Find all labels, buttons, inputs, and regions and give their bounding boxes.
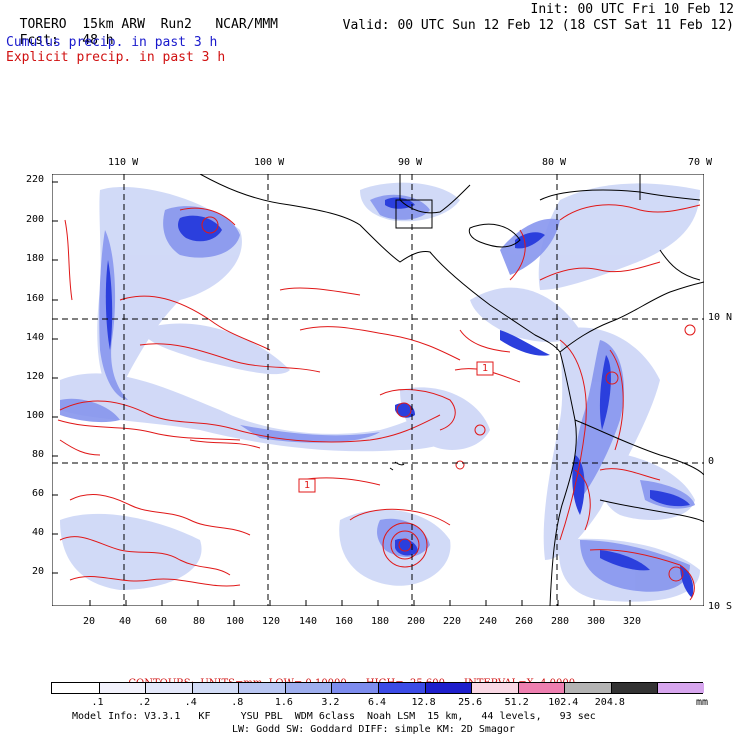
lat-label-10n: 10 N [708,312,733,323]
y-label-60: 60 [32,488,45,499]
forecast-hour: Fcst: 48 h [4,18,114,48]
y-label-80: 80 [32,449,45,460]
colorbar-swatch [238,683,285,693]
latlon-grid [52,174,704,606]
colorbar-swatch [331,683,378,693]
x-label-320: 320 [623,616,642,627]
y-label-160: 160 [26,293,45,304]
colorbar-label: .4 [184,697,197,708]
valid-time: Valid: 00 UTC Sun 12 Feb 12 (18 CST Sat … [342,18,734,33]
colorbar-label: 1.6 [274,697,293,708]
legend-cumulus: Cumulus precip. in past 3 h [6,35,218,50]
x-label-300: 300 [587,616,606,627]
x-label-180: 180 [371,616,390,627]
colorbar-label: 51.2 [504,697,529,708]
lat-label-0: 0 [708,456,715,467]
lat-label-10s: 10 S [708,601,733,612]
x-label-140: 140 [299,616,318,627]
x-label-120: 120 [262,616,281,627]
colorbar-swatch [610,683,658,693]
legend-explicit: Explicit precip. in past 3 h [6,50,226,65]
colorbar-label: .1 [91,697,104,708]
forecast-value: 48 h [82,33,114,48]
run-label: Run2 [160,17,192,32]
contour-label-box-1 [476,361,494,376]
y-label-180: 180 [26,253,45,264]
x-label-160: 160 [335,616,354,627]
lon-label-100w: 100 W [254,157,285,168]
colorbar-label: 102.4 [548,697,579,708]
y-label-20: 20 [32,566,45,577]
init-time: Init: 00 UTC Fri 10 Feb 12 [530,2,735,17]
contour-label-2: 1 [304,480,311,491]
colorbar-label: 6.4 [367,697,387,708]
y-label-40: 40 [32,527,45,538]
colorbar-swatch [471,683,518,693]
colorbar-label: .2 [138,697,151,708]
x-label-60: 60 [155,616,168,627]
precip-map [52,174,704,606]
contour-label-box-2 [298,478,316,493]
y-label-120: 120 [26,371,45,382]
colorbar-label: .8 [231,697,244,708]
colorbar [51,682,704,694]
model-resolution: 15km ARW [82,17,145,32]
y-label-100: 100 [26,410,45,421]
colorbar-swatch [378,683,425,693]
org-label: NCAR/MMM [215,17,278,32]
colorbar-label: 3.2 [321,697,340,708]
y-label-140: 140 [26,332,45,343]
contour-label-1: 1 [482,363,489,374]
precip-light-regions [60,182,700,602]
colorbar-swatch [564,683,611,693]
x-label-100: 100 [226,616,245,627]
forecast-label: Fcst: [19,33,59,48]
colorbar-swatch [424,683,472,693]
model-info-line2: LW: Godd SW: Goddard DIFF: simple KM: 2D… [232,724,515,735]
colorbar-swatch [52,683,99,693]
lon-label-80w: 80 W [542,157,567,168]
x-label-40: 40 [119,616,132,627]
colorbar-swatch [98,683,146,693]
colorbar-unit: mm [696,697,709,708]
y-label-200: 200 [26,214,45,225]
colorbar-swatch [517,683,565,693]
x-label-200: 200 [407,616,426,627]
axis-ticks [52,181,631,606]
x-label-80: 80 [193,616,206,627]
y-label-220: 220 [26,174,45,185]
lake-outline [395,199,433,229]
precip-dark-regions [105,197,694,598]
colorbar-swatch [284,683,332,693]
lon-label-90w: 90 W [398,157,423,168]
model-title: TORERO 15km ARW Run2 NCAR/MMM [4,2,278,32]
coastlines [199,174,704,606]
lon-label-70w: 70 W [688,157,713,168]
x-label-260: 260 [515,616,534,627]
colorbar-label: 12.8 [411,697,436,708]
colorbar-swatch [657,683,704,693]
colorbar-swatch [145,683,192,693]
colorbar-label: 204.8 [594,697,625,708]
colorbar-label: 25.6 [458,697,483,708]
x-label-220: 220 [443,616,462,627]
x-label-20: 20 [83,616,96,627]
x-label-280: 280 [551,616,570,627]
lon-label-110w: 110 W [108,157,139,168]
x-label-240: 240 [479,616,498,627]
model-name: TORERO [19,17,67,32]
colorbar-swatch [191,683,239,693]
model-info-line1: Model Info: V3.3.1 KF YSU PBL WDM 6class… [72,711,596,722]
